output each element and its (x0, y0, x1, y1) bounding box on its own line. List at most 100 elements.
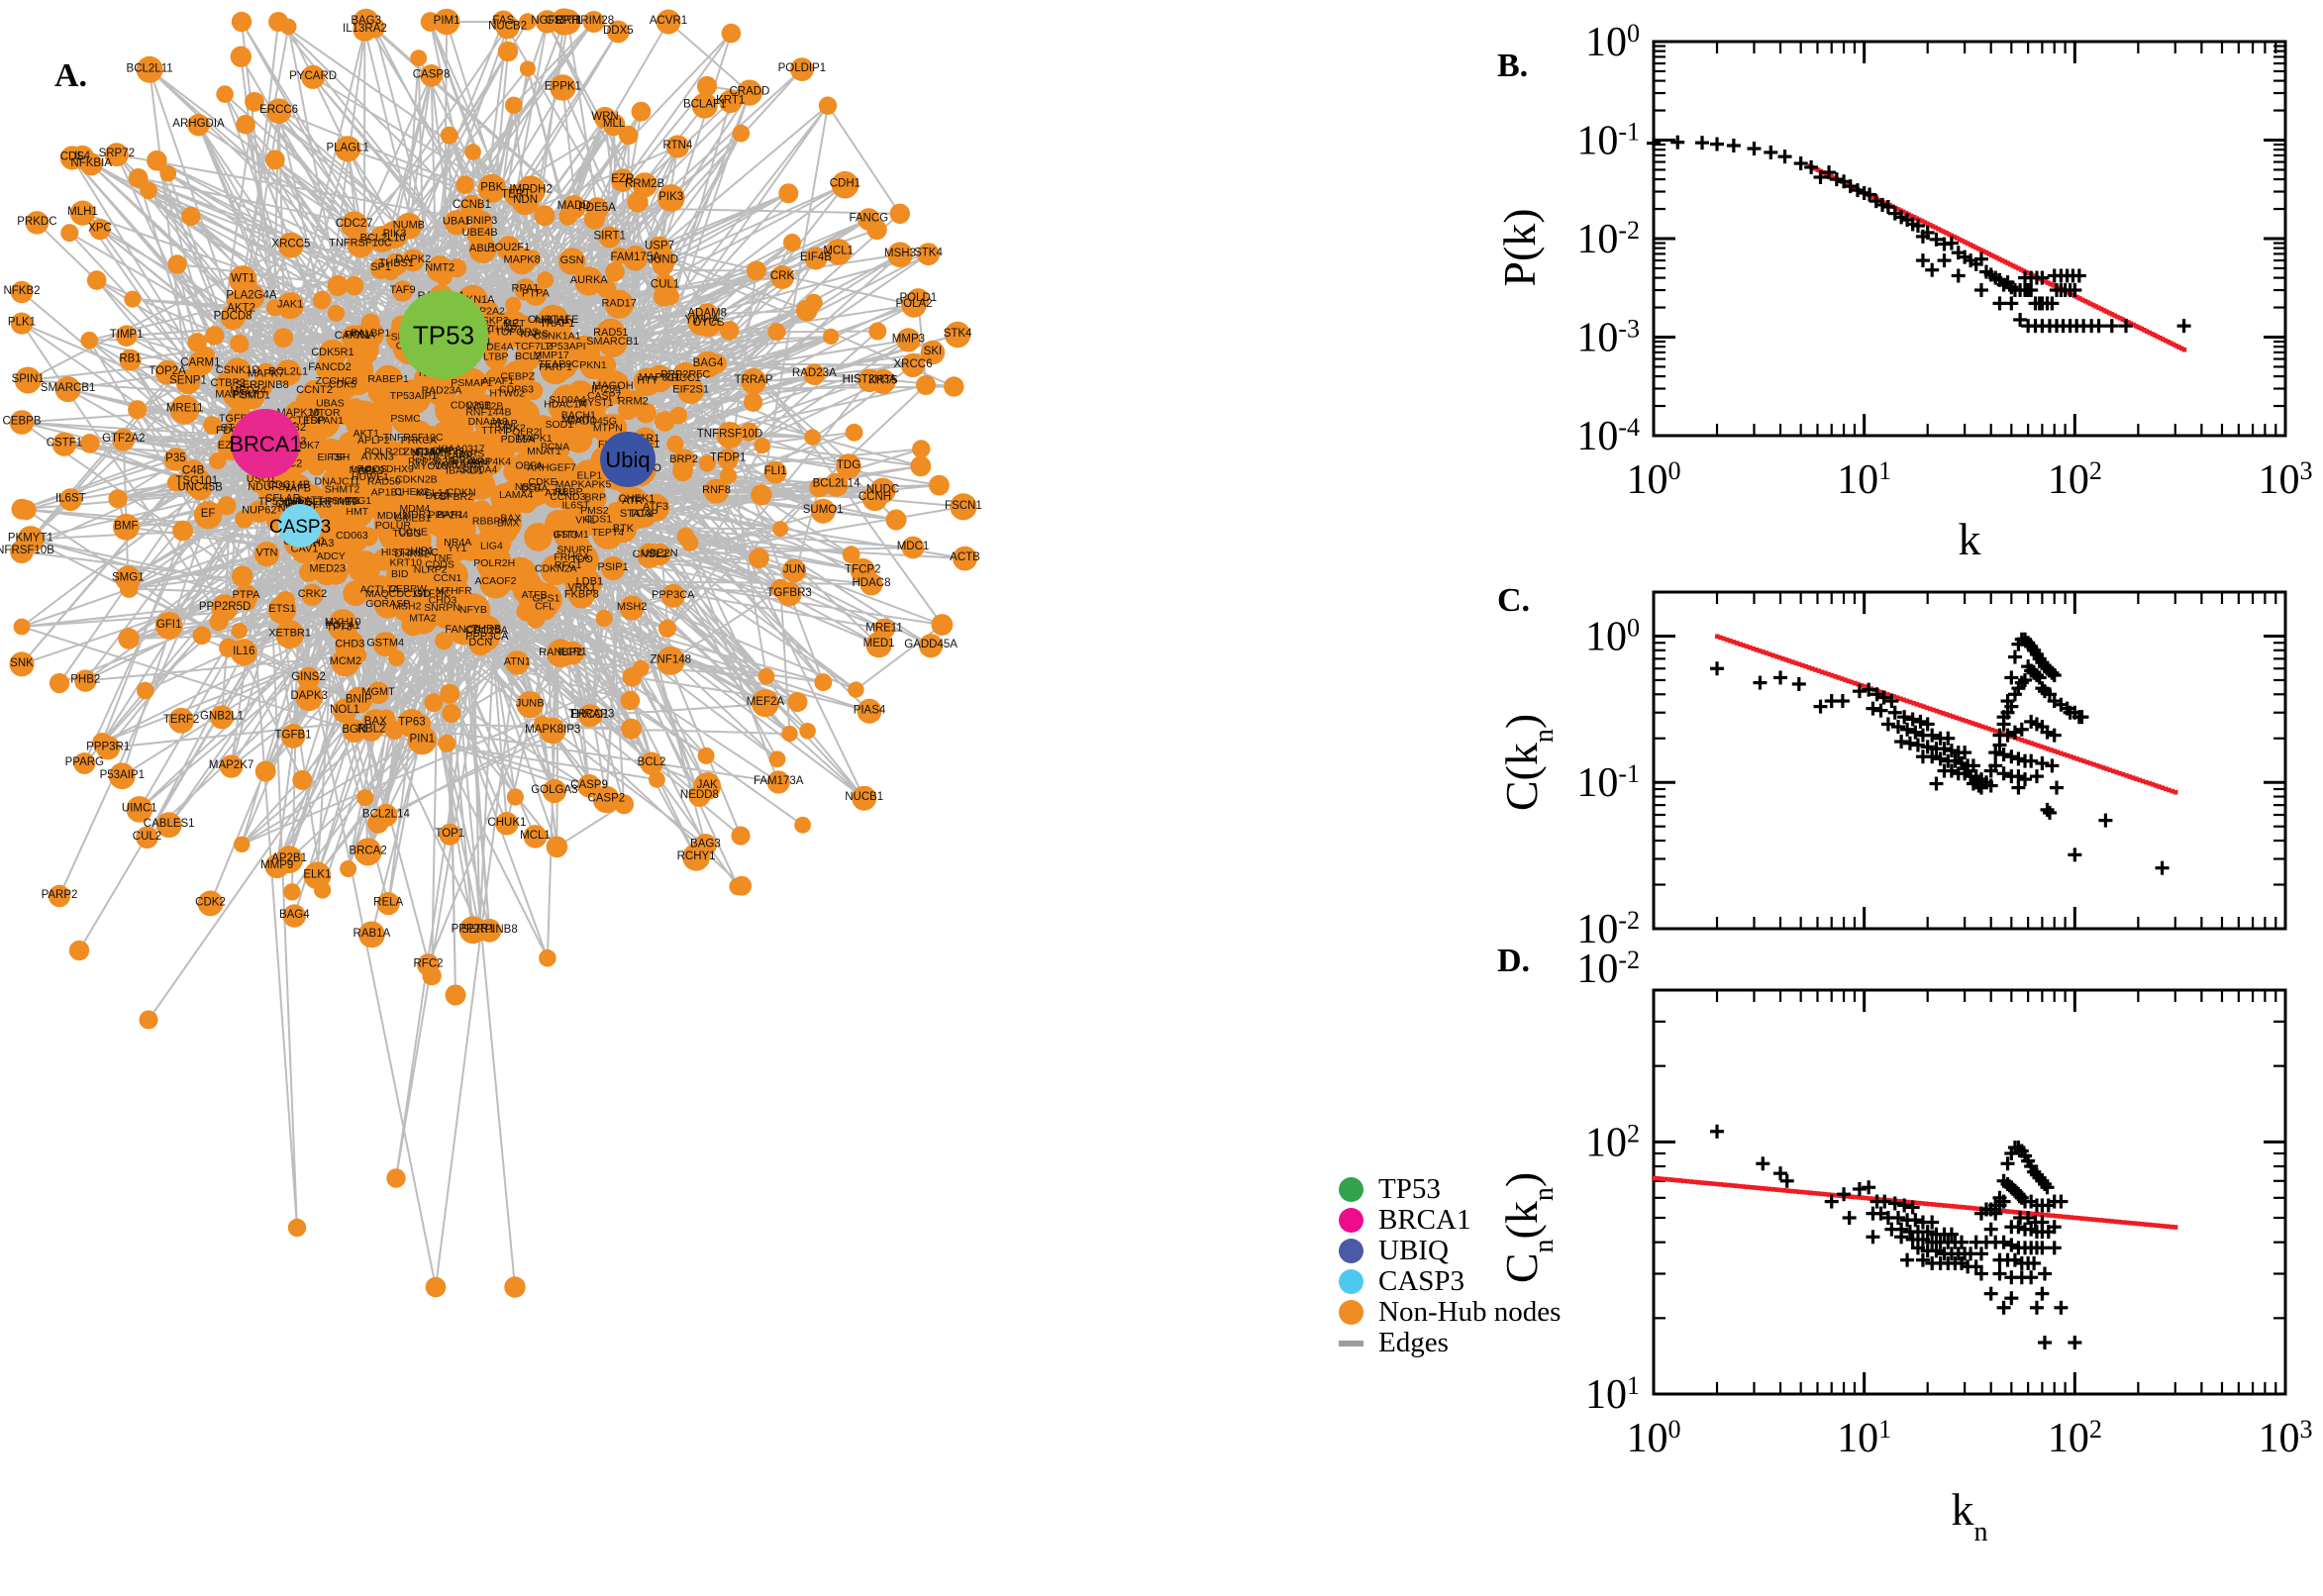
network-node[interactable] (74, 669, 97, 692)
network-node[interactable] (719, 89, 743, 114)
network-node[interactable] (254, 760, 276, 782)
network-node[interactable] (836, 453, 861, 479)
network-node[interactable] (852, 785, 877, 811)
network-node[interactable] (766, 770, 790, 794)
network-node[interactable] (719, 321, 740, 341)
network-node[interactable] (631, 502, 656, 528)
network-node[interactable] (136, 826, 158, 849)
network-node[interactable] (140, 181, 157, 200)
network-node[interactable] (73, 752, 96, 774)
network-node[interactable] (420, 64, 443, 87)
network-node[interactable] (348, 646, 367, 665)
network-node[interactable] (438, 735, 456, 752)
network-node[interactable] (245, 91, 264, 112)
network-node[interactable] (553, 425, 579, 451)
network-node[interactable] (314, 402, 337, 426)
network-node[interactable] (115, 325, 138, 348)
network-node[interactable] (546, 639, 575, 668)
network-node[interactable] (455, 392, 487, 424)
network-node[interactable] (137, 681, 154, 700)
network-node[interactable] (283, 883, 301, 901)
network-node[interactable] (865, 632, 892, 658)
network-node[interactable] (295, 683, 324, 712)
network-node[interactable] (301, 583, 324, 607)
network-node[interactable] (536, 452, 567, 484)
network-node[interactable] (476, 510, 502, 536)
network-node[interactable] (539, 948, 556, 967)
network-node[interactable] (494, 446, 515, 466)
network-node[interactable] (558, 206, 578, 226)
network-node[interactable] (870, 368, 896, 394)
network-node[interactable] (230, 334, 250, 353)
network-node[interactable] (907, 288, 930, 311)
network-node[interactable] (104, 143, 129, 167)
network-node[interactable] (604, 289, 634, 319)
network-node[interactable] (10, 280, 34, 304)
network-node[interactable] (373, 364, 403, 395)
network-node[interactable] (192, 626, 212, 646)
network-node[interactable] (264, 150, 285, 170)
network-node[interactable] (80, 331, 98, 349)
network-node[interactable] (369, 226, 396, 252)
network-node[interactable] (577, 774, 601, 798)
network-node[interactable] (592, 785, 620, 814)
network-node[interactable] (505, 96, 523, 115)
network-node[interactable] (159, 165, 177, 182)
network-node[interactable] (59, 146, 84, 170)
network-node[interactable] (358, 921, 385, 948)
network-node[interactable] (953, 546, 977, 571)
network-node[interactable] (731, 826, 751, 846)
network-node[interactable] (10, 540, 34, 563)
network-node[interactable] (382, 263, 400, 281)
network-node[interactable] (466, 220, 493, 248)
network-node[interactable] (113, 513, 140, 541)
network-node[interactable] (435, 632, 454, 650)
network-node[interactable] (316, 543, 346, 572)
network-node[interactable] (147, 150, 167, 171)
network-node[interactable] (386, 1168, 406, 1188)
network-node[interactable] (372, 549, 396, 571)
network-node[interactable] (264, 853, 289, 879)
network-node[interactable] (767, 323, 786, 342)
network-node[interactable] (649, 236, 670, 258)
network-node[interactable] (386, 561, 414, 589)
network-node[interactable] (415, 552, 451, 588)
network-node[interactable] (464, 144, 481, 160)
network-node[interactable] (366, 681, 390, 705)
network-node[interactable] (606, 20, 630, 44)
network-node[interactable] (787, 692, 808, 712)
network-node[interactable] (556, 9, 581, 35)
network-node[interactable] (511, 358, 530, 378)
network-node[interactable] (232, 565, 253, 587)
hub-circle[interactable] (231, 409, 300, 478)
network-node[interactable] (427, 511, 454, 538)
network-node[interactable] (235, 510, 253, 529)
network-node[interactable] (25, 211, 50, 235)
network-node[interactable] (605, 261, 625, 282)
network-node[interactable] (618, 399, 639, 421)
network-node[interactable] (79, 434, 100, 453)
network-node[interactable] (845, 423, 863, 442)
network-node[interactable] (168, 707, 195, 734)
network-node[interactable] (776, 581, 802, 607)
network-node[interactable] (554, 551, 583, 581)
network-node[interactable] (124, 290, 142, 308)
network-node[interactable] (688, 785, 711, 807)
network-node[interactable] (216, 85, 234, 103)
hub-node-brca1[interactable]: BRCA1 (229, 409, 302, 478)
network-node[interactable] (344, 275, 364, 296)
network-node[interactable] (182, 467, 212, 497)
network-node[interactable] (944, 376, 964, 397)
network-node[interactable] (512, 449, 547, 484)
network-node[interactable] (318, 445, 346, 472)
network-node[interactable] (809, 477, 830, 498)
network-node[interactable] (598, 226, 621, 249)
network-node[interactable] (593, 106, 617, 130)
network-node[interactable] (315, 353, 345, 382)
network-node[interactable] (442, 704, 461, 723)
network-node[interactable] (592, 416, 616, 440)
network-node[interactable] (896, 328, 921, 352)
network-node[interactable] (86, 270, 107, 290)
network-node[interactable] (340, 860, 357, 877)
network-node[interactable] (230, 46, 252, 67)
